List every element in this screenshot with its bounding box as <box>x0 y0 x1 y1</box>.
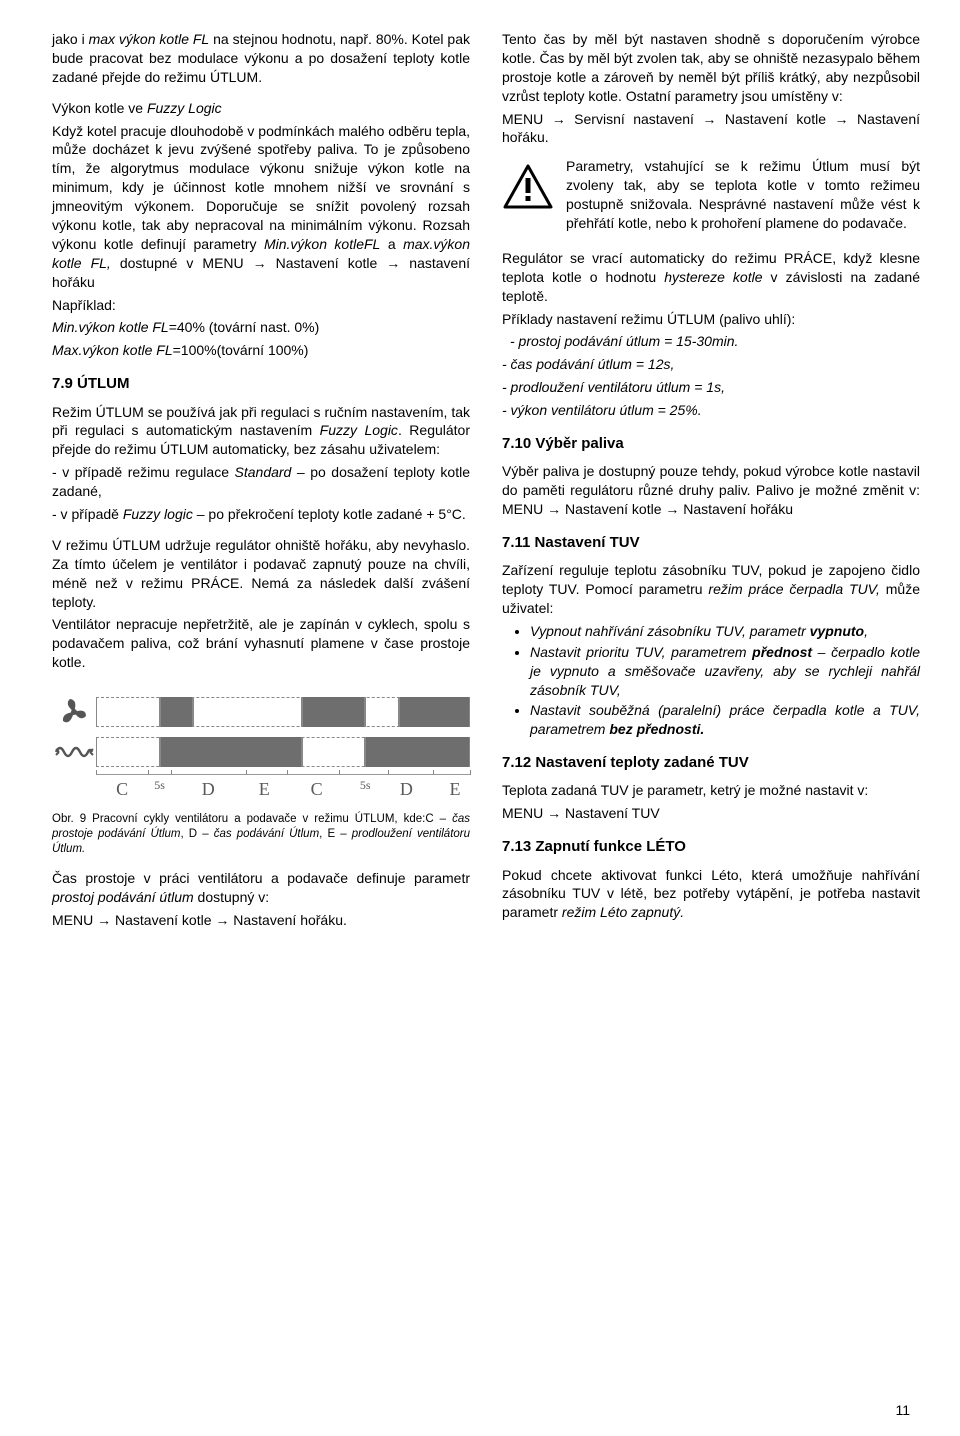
para: MENU → Nastavení TUV <box>502 804 920 823</box>
para: Například: <box>52 296 470 315</box>
left-column: jako i max výkon kotle FL na stejnou hod… <box>52 30 470 934</box>
para: Čas prostoje v práci ventilátoru a podav… <box>52 869 470 907</box>
callout-text: Parametry, vstahující se k režimu Útlum … <box>566 157 920 233</box>
para: - v případě Fuzzy logic – po překročení … <box>52 505 470 524</box>
heading-7-12: 7.12 Nastavení teploty zadané TUV <box>502 753 920 773</box>
fan-icon <box>52 694 96 730</box>
para: Když kotel pracuje dlouhodobě v podmínká… <box>52 122 470 292</box>
right-column: Tento čas by měl být nastaven shodně s d… <box>502 30 920 934</box>
list-item: - prodloužení ventilátoru útlum = 1s, <box>502 378 920 397</box>
para: Ventilátor nepracuje nepřetržitě, ale je… <box>52 615 470 672</box>
page-number: 11 <box>895 1401 910 1420</box>
para: MENU → Servisní nastavení → Nastavení ko… <box>502 110 920 148</box>
heading-7-9: 7.9 ÚTLUM <box>52 374 470 394</box>
para: Tento čas by měl být nastaven shodně s d… <box>502 30 920 106</box>
warning-icon <box>502 163 554 216</box>
para: Výběr paliva je dostupný pouze tehdy, po… <box>502 462 920 519</box>
para: V režimu ÚTLUM udržuje regulátor ohniště… <box>52 536 470 612</box>
list-item: - výkon ventilátoru útlum = 25%. <box>502 401 920 420</box>
list-item: Nastavit souběžná (paralelní) práce čerp… <box>530 701 920 739</box>
para: Pokud chcete aktivovat funkci Léto, kter… <box>502 866 920 923</box>
tuv-options-list: Vypnout nahřívání zásobníku TUV, paramet… <box>502 622 920 739</box>
para: Výkon kotle ve Fuzzy Logic <box>52 99 470 118</box>
para: Regulátor se vrací automaticky do režimu… <box>502 249 920 306</box>
cycle-diagram: C5sDEC5sDE <box>52 694 470 802</box>
para: jako i max výkon kotle FL na stejnou hod… <box>52 30 470 87</box>
heading-7-10: 7.10 Výběr paliva <box>502 434 920 454</box>
para: Zařízení reguluje teplotu zásobníku TUV,… <box>502 561 920 618</box>
para: Teplota zadaná TUV je parametr, ketrý je… <box>502 781 920 800</box>
list-item: Nastavit prioritu TUV, parametrem předno… <box>530 643 920 700</box>
figure-caption: Obr. 9 Pracovní cykly ventilátoru a poda… <box>52 812 470 857</box>
list-item: - čas podávání útlum = 12s, <box>502 355 920 374</box>
para: Max.výkon kotle FL=100%(tovární 100%) <box>52 341 470 360</box>
para: Příklady nastavení režimu ÚTLUM (palivo … <box>502 310 920 329</box>
warning-callout: Parametry, vstahující se k režimu Útlum … <box>502 157 920 237</box>
para: MENU → Nastavení kotle → Nastavení hořák… <box>52 911 470 930</box>
heading-7-11: 7.11 Nastavení TUV <box>502 533 920 553</box>
para: - v případě režimu regulace Standard – p… <box>52 463 470 501</box>
para: Režim ÚTLUM se používá jak při regulaci … <box>52 403 470 460</box>
list-item: - prostoj podávání útlum = 15-30min. <box>502 332 920 351</box>
list-item: Vypnout nahřívání zásobníku TUV, paramet… <box>530 622 920 641</box>
heading-7-13: 7.13 Zapnutí funkce LÉTO <box>502 837 920 857</box>
feeder-icon <box>52 734 96 770</box>
para: Min.výkon kotle FL=40% (tovární nast. 0%… <box>52 318 470 337</box>
